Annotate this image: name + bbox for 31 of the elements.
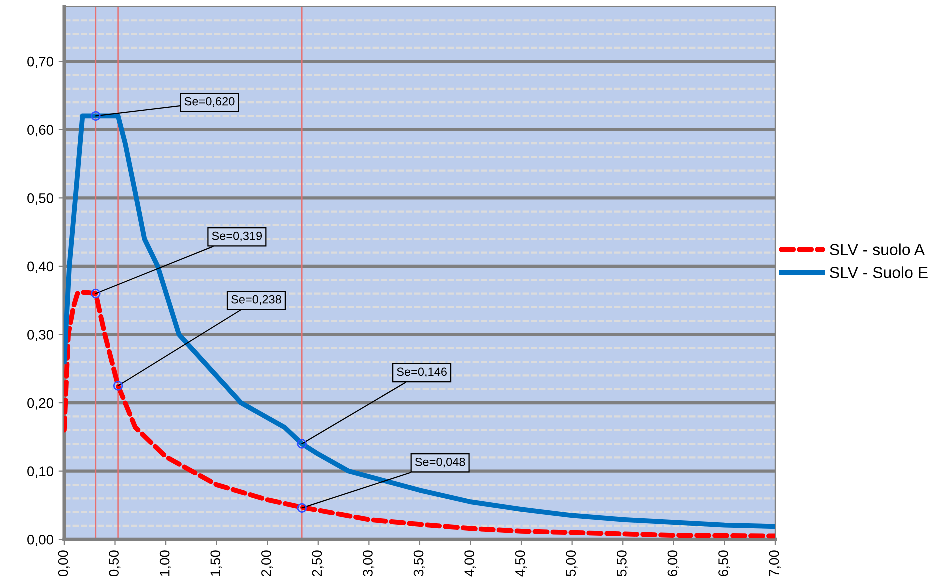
x-tick-label: 1,50 <box>210 550 222 576</box>
annotation: Se=0,620 <box>184 97 235 108</box>
y-tick-label: 0,10 <box>28 466 54 478</box>
x-tick-label: 5,00 <box>566 550 578 577</box>
x-tick-label: 3,00 <box>363 550 375 577</box>
x-tick-label: 0,50 <box>109 550 121 577</box>
x-tick-label: 4,00 <box>464 550 476 577</box>
x-tick-label: 2,00 <box>262 550 273 576</box>
line-series <box>64 288 776 539</box>
annotation: Se=0,048 <box>415 458 466 468</box>
y-tick-label: 0,70 <box>28 56 54 68</box>
y-tick-label: 0,50 <box>28 194 54 205</box>
annotation: Se=0,146 <box>397 368 447 378</box>
x-tick-label: 7,00 <box>769 550 781 576</box>
y-tick-label: 0,60 <box>28 125 54 137</box>
legend-label: SLV - Suolo E <box>830 266 928 278</box>
legend-label: SLV - suolo A <box>830 244 925 256</box>
y-tick-label: 0,00 <box>28 534 54 546</box>
x-tick-label: 5,50 <box>617 550 628 577</box>
y-tick-label: 0,40 <box>28 262 54 274</box>
y-tick-label: 0,20 <box>28 398 54 410</box>
y-tick-label: 0,30 <box>28 330 54 342</box>
x-tick-label: 0,00 <box>58 550 70 577</box>
x-tick-label: 2,50 <box>312 550 324 576</box>
annotation: Se=0,238 <box>232 295 282 306</box>
annotation: Se=0,319 <box>212 232 262 242</box>
x-tick-label: 6,50 <box>718 550 730 576</box>
x-tick-label: 1,00 <box>160 550 172 576</box>
x-tick-label: 3,50 <box>414 550 426 577</box>
x-tick-label: 6,00 <box>668 550 680 576</box>
x-tick-label: 4,50 <box>515 550 527 577</box>
